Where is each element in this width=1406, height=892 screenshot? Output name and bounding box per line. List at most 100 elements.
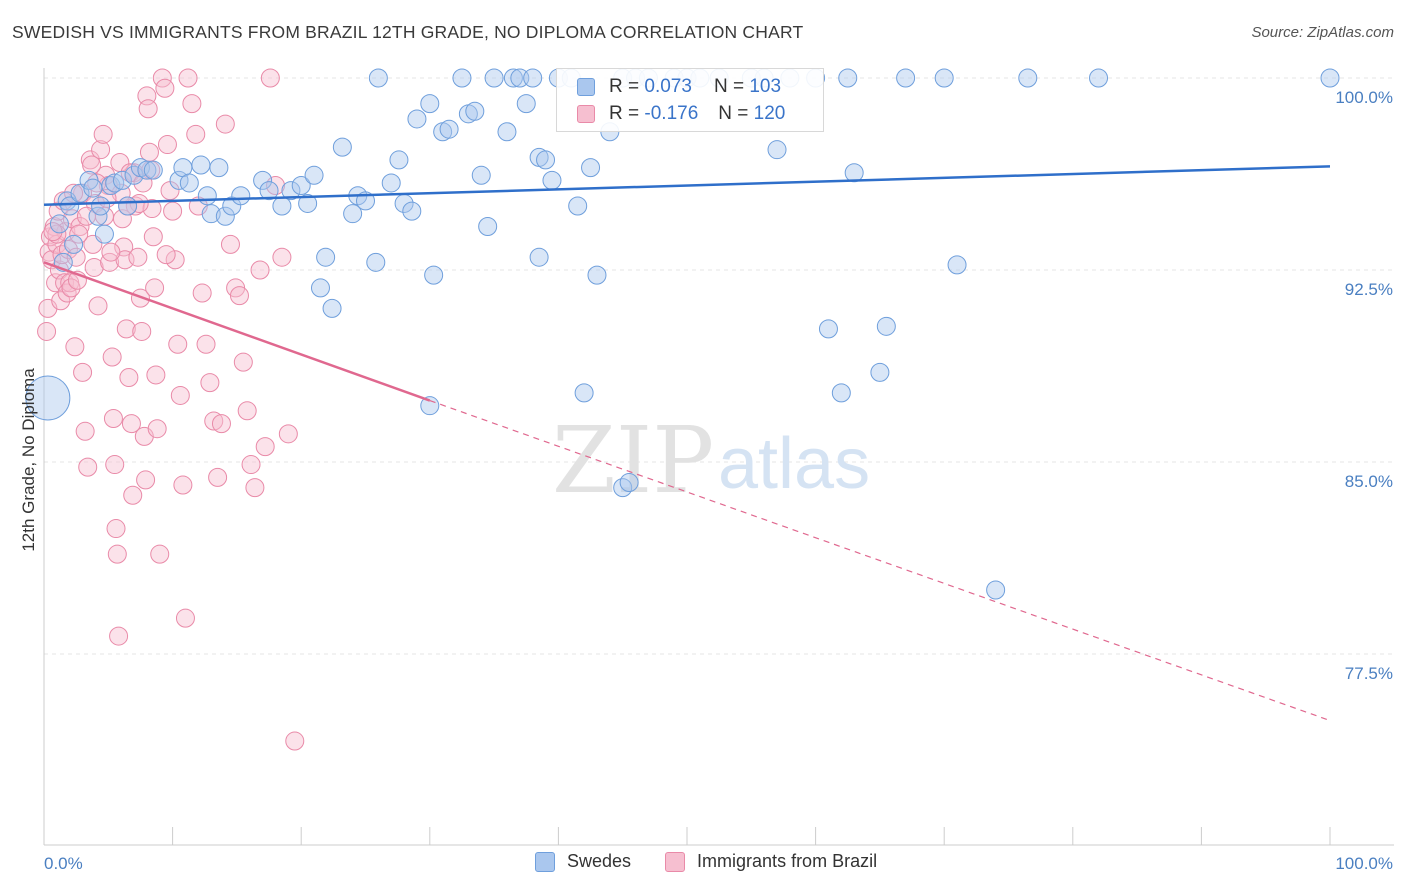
swedes-point — [452, 68, 472, 88]
brazil-point — [76, 206, 96, 226]
brazil-point — [278, 424, 298, 444]
swedes-point — [105, 173, 125, 193]
brazil-point — [168, 334, 188, 354]
chart-title: SWEDISH VS IMMIGRANTS FROM BRAZIL 12TH G… — [12, 22, 804, 42]
brazil-point — [78, 457, 98, 477]
brazil-point — [106, 519, 126, 539]
brazil-point — [103, 408, 123, 428]
swedes-point — [64, 234, 84, 254]
brazil-point — [51, 291, 71, 311]
brazil-point — [196, 334, 216, 354]
swedes-swatch — [535, 851, 555, 872]
legend-label-swedes: Swedes — [567, 851, 632, 871]
swedes-point — [420, 94, 440, 114]
brazil-point — [250, 260, 270, 280]
brazil-point — [102, 347, 122, 367]
brazil-point — [91, 140, 111, 160]
swedes-point — [231, 186, 251, 206]
x-tick-label: 0.0% — [44, 854, 83, 873]
axes — [43, 68, 1394, 846]
brazil-point — [208, 467, 228, 487]
swedes-point — [209, 158, 229, 178]
brazil-point — [101, 242, 121, 262]
tick-labels: 100.0% 92.5% 85.0% 77.5% 0.0% 100.0% — [44, 88, 1393, 873]
brazil-point — [82, 155, 102, 175]
swedes-point — [1018, 68, 1038, 88]
brazil-point — [220, 234, 240, 254]
swedes-point — [536, 150, 556, 170]
brazil-point — [142, 199, 162, 219]
swedes-point — [831, 383, 851, 403]
swedes-point — [471, 165, 491, 185]
brazil-point — [70, 216, 90, 236]
brazil-point — [229, 286, 249, 306]
y-tick-label: 77.5% — [1345, 664, 1393, 683]
swedes-point — [542, 170, 562, 190]
brazil-point — [123, 485, 143, 505]
series-swedes-points — [25, 68, 1340, 600]
swedes-point — [465, 101, 485, 121]
swedes-point — [844, 163, 864, 183]
brazil-point — [215, 114, 235, 134]
swedes-point — [322, 298, 342, 318]
brazil-point — [245, 478, 265, 498]
brazil-point — [69, 224, 89, 244]
r-value-brazil: -0.176 — [644, 103, 699, 124]
brazil-point — [157, 135, 177, 155]
swedes-point — [112, 170, 132, 190]
swedes-point — [516, 94, 536, 114]
legend-item-brazil[interactable]: Immigrants from Brazil — [665, 851, 877, 872]
swedes-point — [368, 68, 388, 88]
source-label: Source: ZipAtlas.com — [1251, 24, 1394, 41]
y-tick-label: 92.5% — [1345, 280, 1393, 299]
swedes-point — [310, 278, 330, 298]
brazil-point — [145, 278, 165, 298]
n-label: N = — [713, 76, 745, 97]
brazil-point — [156, 245, 176, 265]
brazil-swatch — [665, 851, 686, 872]
brazil-point — [65, 337, 85, 357]
swedes-point — [896, 68, 916, 88]
brazil-point — [143, 227, 163, 247]
swedes-point — [587, 265, 607, 285]
brazil-point — [204, 411, 224, 431]
swedes-point — [478, 216, 498, 236]
y-tick-label: 85.0% — [1345, 472, 1393, 491]
brazil-point — [237, 401, 257, 421]
brazil-point — [173, 475, 193, 495]
swedes-point — [94, 224, 114, 244]
brazil-point — [128, 247, 148, 267]
swedes-point — [201, 204, 221, 224]
swedes-point — [420, 396, 440, 416]
swedes-point — [281, 181, 301, 201]
swedes-trend-line — [43, 165, 1331, 206]
series-brazil-points — [37, 68, 305, 751]
swedes-point — [876, 316, 896, 336]
brazil-point — [260, 68, 280, 88]
swedes-point — [304, 165, 324, 185]
swedes-point — [1320, 68, 1340, 88]
brazil-point — [155, 78, 175, 98]
swedes-point — [389, 150, 409, 170]
brazil-point — [272, 247, 292, 267]
swedes-point — [402, 201, 422, 221]
swedes-point — [366, 252, 386, 272]
brazil-trend-extension — [429, 399, 1331, 722]
brazil-point — [192, 283, 212, 303]
swedes-point — [49, 214, 69, 234]
swedes-point — [291, 176, 311, 196]
brazil-point — [233, 352, 253, 372]
swedes-point — [619, 472, 639, 492]
brazil-point — [73, 362, 93, 382]
swedes-point — [124, 165, 144, 185]
x-tick-label: 100.0% — [1335, 854, 1393, 873]
swedes-point — [197, 186, 217, 206]
brazil-point — [138, 99, 158, 119]
swedes-point — [503, 68, 523, 88]
swedes-point — [343, 204, 363, 224]
legend-row-brazil: R = -0.176 N = 120 — [577, 102, 785, 126]
brazil-point — [136, 470, 156, 490]
legend-item-swedes[interactable]: Swedes — [535, 851, 631, 872]
brazil-point — [64, 183, 84, 203]
